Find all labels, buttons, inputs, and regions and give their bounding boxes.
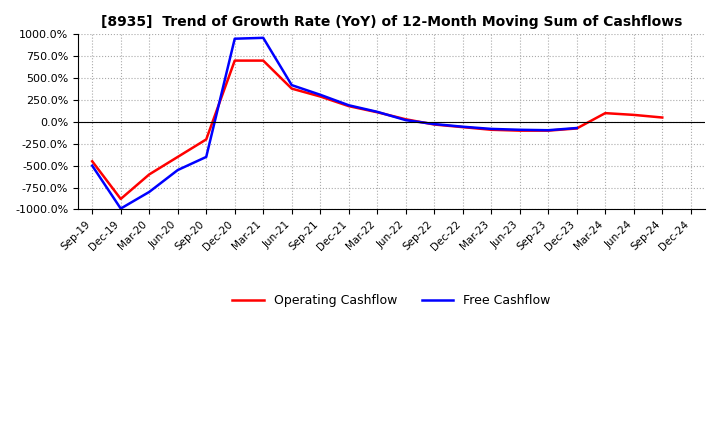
Operating Cashflow bbox=[601, 110, 610, 116]
Free Cashflow bbox=[402, 117, 410, 123]
Title: [8935]  Trend of Growth Rate (YoY) of 12-Month Moving Sum of Cashflows: [8935] Trend of Growth Rate (YoY) of 12-… bbox=[101, 15, 682, 29]
Operating Cashflow bbox=[658, 115, 667, 120]
Operating Cashflow bbox=[230, 58, 239, 63]
Free Cashflow bbox=[516, 127, 524, 132]
Operating Cashflow bbox=[373, 110, 382, 115]
Operating Cashflow bbox=[459, 125, 467, 130]
Operating Cashflow bbox=[316, 94, 325, 99]
Free Cashflow bbox=[230, 36, 239, 41]
Free Cashflow bbox=[316, 92, 325, 97]
Operating Cashflow bbox=[88, 159, 96, 164]
Free Cashflow bbox=[174, 167, 182, 172]
Free Cashflow bbox=[202, 154, 210, 160]
Operating Cashflow bbox=[516, 128, 524, 133]
Operating Cashflow bbox=[572, 126, 581, 131]
Operating Cashflow bbox=[287, 86, 296, 91]
Operating Cashflow bbox=[145, 172, 153, 177]
Operating Cashflow bbox=[259, 58, 268, 63]
Free Cashflow bbox=[459, 124, 467, 129]
Operating Cashflow bbox=[117, 196, 125, 202]
Free Cashflow bbox=[287, 82, 296, 88]
Operating Cashflow bbox=[487, 127, 495, 132]
Line: Operating Cashflow: Operating Cashflow bbox=[92, 61, 662, 199]
Operating Cashflow bbox=[402, 117, 410, 122]
Legend: Operating Cashflow, Free Cashflow: Operating Cashflow, Free Cashflow bbox=[228, 289, 556, 312]
Operating Cashflow bbox=[544, 128, 552, 133]
Operating Cashflow bbox=[344, 103, 353, 109]
Free Cashflow bbox=[259, 35, 268, 40]
Free Cashflow bbox=[572, 125, 581, 131]
Free Cashflow bbox=[145, 189, 153, 194]
Free Cashflow bbox=[430, 121, 438, 127]
Operating Cashflow bbox=[430, 122, 438, 127]
Free Cashflow bbox=[373, 109, 382, 114]
Operating Cashflow bbox=[629, 112, 638, 117]
Line: Free Cashflow: Free Cashflow bbox=[92, 38, 577, 209]
Free Cashflow bbox=[344, 103, 353, 108]
Free Cashflow bbox=[88, 163, 96, 169]
Free Cashflow bbox=[117, 206, 125, 211]
Operating Cashflow bbox=[202, 137, 210, 142]
Free Cashflow bbox=[544, 128, 552, 133]
Operating Cashflow bbox=[174, 154, 182, 160]
Free Cashflow bbox=[487, 126, 495, 132]
